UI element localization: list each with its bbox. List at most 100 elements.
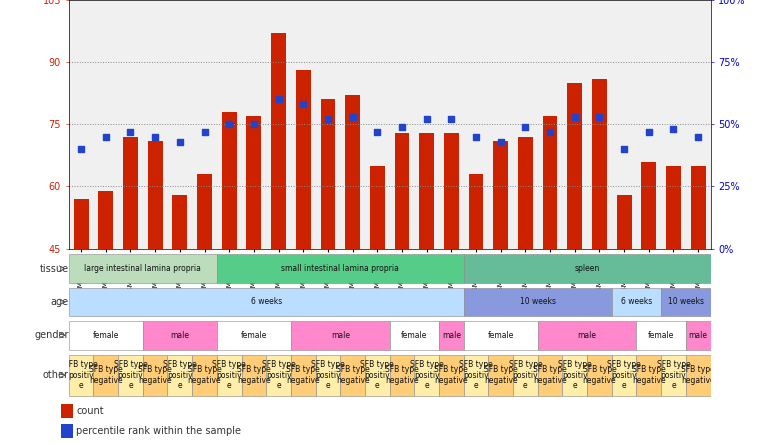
Point bbox=[445, 116, 458, 123]
Bar bbox=[99, 190, 113, 249]
Point bbox=[223, 121, 235, 128]
Text: SFB type
negative: SFB type negative bbox=[188, 365, 222, 385]
Point bbox=[248, 121, 260, 128]
Text: SFB type
positiv
e: SFB type positiv e bbox=[311, 360, 345, 390]
Text: male: male bbox=[688, 331, 707, 340]
Text: 10 weeks: 10 weeks bbox=[520, 297, 555, 306]
Text: spleen: spleen bbox=[575, 264, 600, 273]
Text: small intestinal lamina propria: small intestinal lamina propria bbox=[281, 264, 400, 273]
Bar bbox=[193, 355, 217, 396]
Bar bbox=[592, 79, 607, 249]
Text: count: count bbox=[76, 406, 104, 416]
Bar bbox=[464, 321, 538, 349]
Text: SFB type
positiv
e: SFB type positiv e bbox=[64, 360, 98, 390]
Bar bbox=[612, 355, 636, 396]
Bar bbox=[666, 166, 681, 249]
Bar bbox=[370, 166, 385, 249]
Bar bbox=[419, 133, 434, 249]
Bar bbox=[69, 254, 217, 283]
Point bbox=[520, 123, 532, 131]
Bar bbox=[217, 321, 291, 349]
Bar bbox=[266, 355, 291, 396]
Text: age: age bbox=[50, 297, 69, 307]
Text: SFB type
negative: SFB type negative bbox=[237, 365, 270, 385]
Bar bbox=[197, 174, 212, 249]
Text: 6 weeks: 6 weeks bbox=[621, 297, 652, 306]
Text: SFB type
positiv
e: SFB type positiv e bbox=[163, 360, 196, 390]
Point bbox=[322, 116, 334, 123]
Bar bbox=[568, 83, 582, 249]
Point bbox=[494, 138, 507, 145]
Bar bbox=[365, 355, 390, 396]
Point bbox=[125, 128, 137, 135]
Bar bbox=[439, 321, 464, 349]
Text: SFB type
negative: SFB type negative bbox=[138, 365, 172, 385]
Text: SFB type
negative: SFB type negative bbox=[435, 365, 468, 385]
Bar bbox=[390, 321, 439, 349]
Bar bbox=[468, 174, 484, 249]
Bar bbox=[118, 355, 143, 396]
Text: SFB type
positiv
e: SFB type positiv e bbox=[509, 360, 542, 390]
Text: female: female bbox=[487, 331, 514, 340]
Text: SFB type
positiv
e: SFB type positiv e bbox=[410, 360, 444, 390]
Text: other: other bbox=[43, 370, 69, 380]
Bar bbox=[464, 254, 711, 283]
Point bbox=[618, 146, 630, 153]
Point bbox=[544, 128, 556, 135]
Point bbox=[149, 133, 161, 140]
Bar bbox=[73, 199, 89, 249]
Bar bbox=[69, 288, 464, 316]
Text: SFB type
positiv
e: SFB type positiv e bbox=[361, 360, 394, 390]
Bar bbox=[686, 355, 711, 396]
Point bbox=[643, 128, 655, 135]
Bar bbox=[217, 355, 241, 396]
Point bbox=[568, 113, 581, 120]
Bar bbox=[296, 71, 311, 249]
Bar bbox=[69, 355, 93, 396]
Bar bbox=[291, 355, 316, 396]
Text: SFB type
negative: SFB type negative bbox=[385, 365, 419, 385]
Bar bbox=[173, 195, 187, 249]
Point bbox=[199, 128, 211, 135]
Bar bbox=[316, 355, 340, 396]
Text: female: female bbox=[241, 331, 267, 340]
Text: large intestinal lamina propria: large intestinal lamina propria bbox=[84, 264, 201, 273]
Bar bbox=[686, 321, 711, 349]
Text: 10 weeks: 10 weeks bbox=[668, 297, 704, 306]
Text: 6 weeks: 6 weeks bbox=[251, 297, 282, 306]
Bar bbox=[147, 141, 163, 249]
Bar bbox=[538, 355, 562, 396]
Point bbox=[173, 138, 186, 145]
Text: SFB type
negative: SFB type negative bbox=[533, 365, 567, 385]
Bar bbox=[61, 424, 73, 438]
Point bbox=[297, 101, 309, 108]
Text: SFB type
positiv
e: SFB type positiv e bbox=[114, 360, 147, 390]
Bar bbox=[321, 99, 335, 249]
Text: SFB type
positiv
e: SFB type positiv e bbox=[558, 360, 591, 390]
Bar bbox=[538, 321, 636, 349]
Text: SFB type
negative: SFB type negative bbox=[681, 365, 715, 385]
Bar bbox=[642, 162, 656, 249]
Text: SFB type
negative: SFB type negative bbox=[335, 365, 370, 385]
Bar bbox=[587, 355, 612, 396]
Bar bbox=[518, 137, 533, 249]
Text: SFB type
positiv
e: SFB type positiv e bbox=[262, 360, 296, 390]
Text: male: male bbox=[578, 331, 597, 340]
Bar bbox=[345, 95, 360, 249]
Text: SFB type
negative: SFB type negative bbox=[484, 365, 517, 385]
Text: female: female bbox=[92, 331, 119, 340]
Bar bbox=[390, 355, 414, 396]
Text: SFB type
positiv
e: SFB type positiv e bbox=[212, 360, 246, 390]
Bar bbox=[439, 355, 464, 396]
Bar bbox=[61, 404, 73, 417]
Point bbox=[420, 116, 432, 123]
Bar bbox=[291, 321, 390, 349]
Point bbox=[668, 126, 680, 133]
Bar bbox=[271, 33, 286, 249]
Point bbox=[371, 128, 384, 135]
Bar bbox=[340, 355, 365, 396]
Text: male: male bbox=[442, 331, 461, 340]
Point bbox=[273, 96, 285, 103]
Bar bbox=[542, 116, 558, 249]
Point bbox=[75, 146, 87, 153]
